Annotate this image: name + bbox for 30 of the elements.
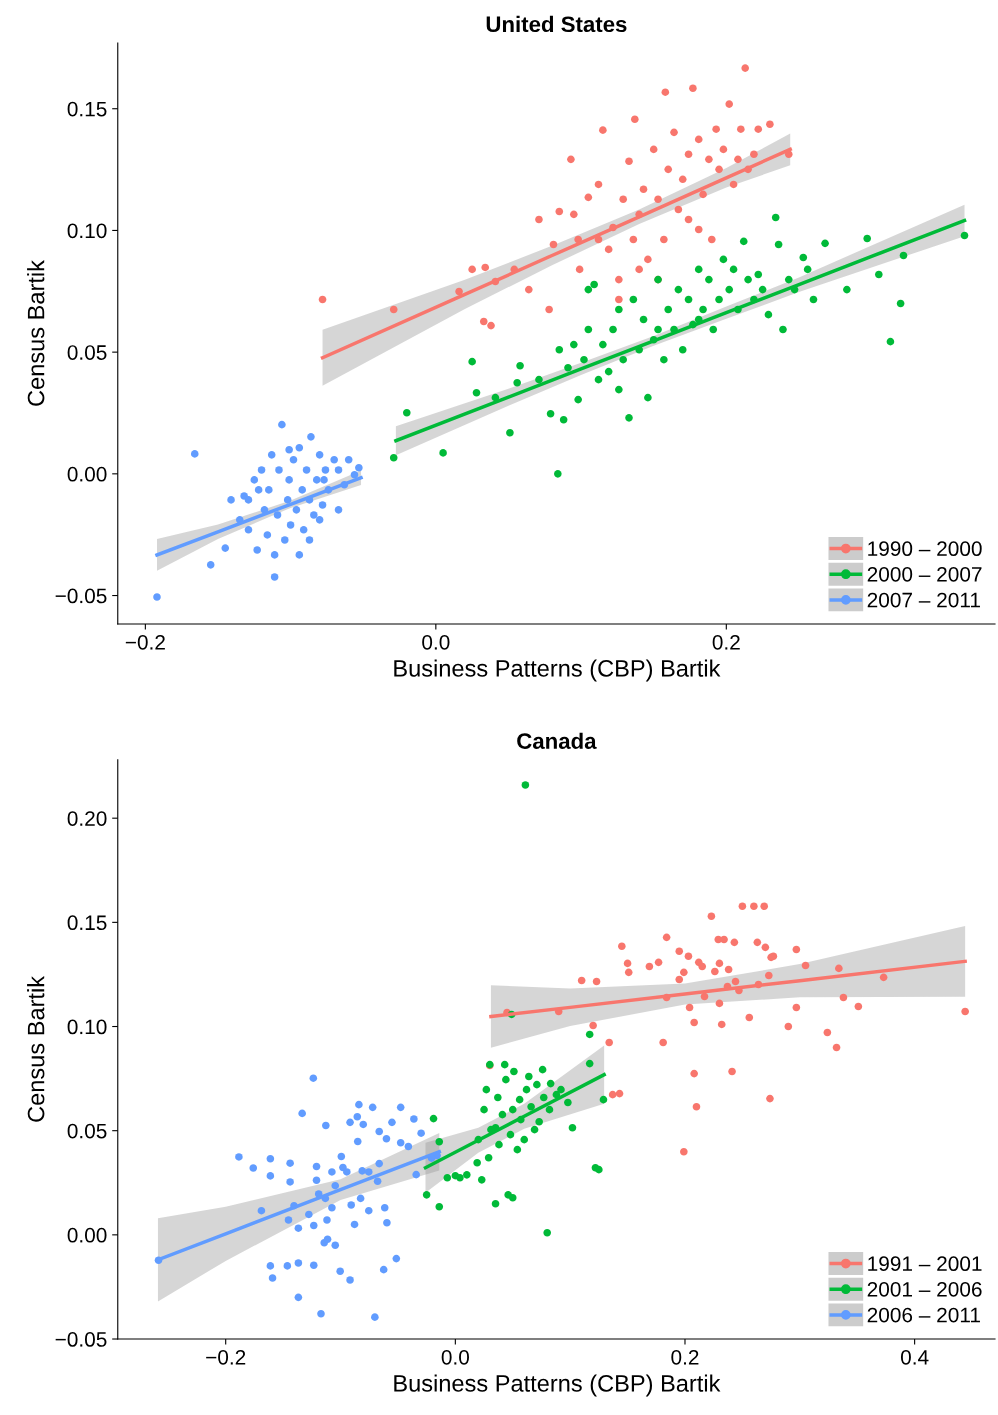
y-tick-label: 0.10: [67, 1019, 107, 1035]
y-tick-label: 0.15: [67, 915, 107, 931]
legend-label: 2000 – 2007: [867, 566, 982, 582]
x-tick-label: 0.2: [712, 634, 740, 650]
legend-label: 2006 – 2011: [867, 1307, 980, 1323]
chart-title: United States: [486, 15, 627, 33]
y-tick-label: 0.00: [67, 466, 107, 482]
legend-label: 1991 – 2001: [868, 1256, 982, 1272]
y-tick-label: 0.05: [67, 345, 107, 360]
y-tick-label: 0.00: [67, 1227, 107, 1243]
x-tick-label: 0.0: [422, 634, 450, 650]
y-tick-label: −0.05: [55, 588, 107, 604]
y-axis-title: Census Bartik: [27, 259, 45, 406]
y-tick-label: 0.10: [67, 223, 107, 239]
chart-title: Canada: [517, 732, 597, 749]
x-tick-label: −0.2: [206, 1349, 246, 1365]
legend-label: 2001 – 2006: [867, 1281, 982, 1297]
y-tick-label: −0.05: [55, 1332, 107, 1347]
y-tick-label: 0.05: [67, 1123, 107, 1139]
x-tick-label: 0.2: [671, 1349, 699, 1365]
x-tick-label: 0.0: [441, 1349, 470, 1365]
y-tick-label: 0.20: [67, 811, 107, 826]
x-axis-title: Business Patterns (CBP) Bartik: [394, 1374, 721, 1397]
x-tick-label: −0.2: [125, 634, 165, 650]
x-tick-label: 0.4: [900, 1349, 929, 1365]
y-tick-label: 0.15: [67, 101, 107, 117]
legend-label: 2007 – 2011: [867, 592, 980, 608]
x-axis-title: Business Patterns (CBP) Bartik: [394, 659, 721, 682]
legend-label: 1990 – 2000: [868, 541, 982, 557]
y-axis-title: Census Bartik: [27, 975, 45, 1122]
